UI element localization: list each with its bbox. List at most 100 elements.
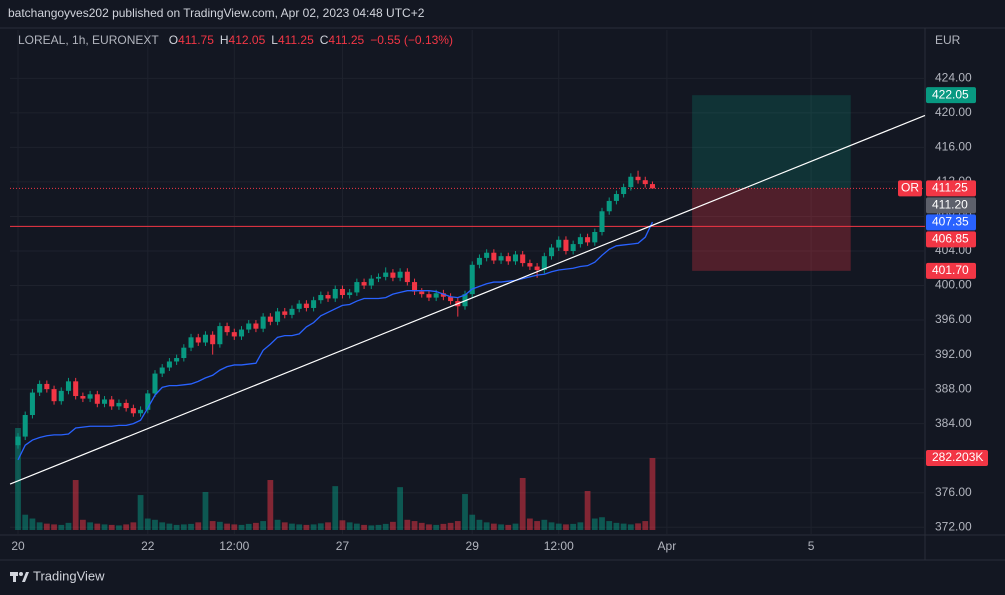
volume-bar — [498, 524, 504, 530]
candle-body — [426, 294, 432, 298]
candle-body — [253, 323, 259, 329]
volume-bar — [296, 524, 303, 530]
y-tick-label: 396.00 — [935, 312, 972, 326]
candle-body — [138, 409, 144, 414]
price-tag — [926, 87, 976, 104]
candle-body — [166, 361, 172, 368]
volume-bar — [310, 524, 317, 530]
volume-bar — [382, 523, 389, 530]
candle-body — [325, 295, 331, 299]
volume-bar — [116, 525, 122, 530]
candle-body — [592, 232, 598, 243]
candle-body — [556, 239, 562, 248]
volume-bar — [245, 523, 252, 530]
candle-body — [231, 332, 237, 337]
ohlc-letter: H — [220, 33, 229, 47]
y-tick-label: 424.00 — [935, 71, 972, 85]
candle-body — [649, 184, 655, 189]
candle-body — [80, 396, 86, 399]
candle-body — [332, 288, 338, 299]
volume-bar — [166, 523, 173, 530]
volume-bar — [404, 519, 411, 530]
candle-body — [195, 337, 201, 343]
entry-tag — [898, 180, 922, 197]
y-tick-label: 392.00 — [935, 347, 972, 361]
volume-bar — [173, 524, 180, 530]
candle-body — [275, 311, 281, 322]
candle-body — [238, 329, 245, 337]
price-tag-label: 411.25 — [932, 181, 968, 195]
volume-bar — [274, 519, 281, 530]
ohlc-value: 411.25 — [328, 33, 364, 47]
candle-body — [498, 256, 504, 261]
ohlc-value: 412.05 — [229, 33, 266, 47]
candle-body — [440, 293, 446, 297]
candle-body — [87, 394, 93, 399]
ohlc-legend: O411.75 H412.05 L411.25 C411.25 −0.55 (−0.13… — [169, 33, 453, 47]
volume-bar — [483, 522, 490, 530]
volume-bar — [519, 477, 526, 530]
y-tick-label: 376.00 — [935, 485, 972, 499]
volume-bar — [325, 522, 331, 530]
volume-bar — [332, 486, 339, 530]
volume-bar — [563, 524, 569, 530]
volume-bar — [303, 524, 310, 530]
candle-body — [181, 347, 187, 359]
candle-body — [202, 334, 208, 343]
volume-bar — [570, 523, 577, 530]
volume-bar — [476, 519, 483, 530]
candle-body — [635, 176, 641, 181]
candle-body — [354, 282, 360, 293]
volume-bar — [541, 519, 548, 530]
candle-body — [44, 383, 50, 390]
logo — [10, 572, 29, 582]
candle-body — [296, 303, 302, 309]
candle-body — [383, 272, 389, 277]
volume-bar — [635, 523, 641, 530]
candle-body — [101, 399, 108, 404]
candle-body — [448, 296, 454, 302]
candle-body — [210, 334, 216, 345]
trendline — [9, 114, 926, 485]
y-tick-label: 388.00 — [935, 381, 972, 395]
candle-body — [267, 316, 273, 322]
volume-bar — [433, 524, 440, 530]
candle-body — [628, 176, 634, 188]
volume-bar — [584, 490, 591, 530]
volume-bar — [260, 521, 267, 530]
volume-bar — [411, 521, 418, 530]
currency: EUR — [935, 33, 961, 47]
candle-body — [339, 288, 345, 296]
candle-body — [289, 308, 295, 315]
price-tag — [926, 214, 976, 231]
ohlc-value: 411.25 — [278, 33, 314, 47]
price-tag-label: 406.85 — [932, 232, 969, 246]
candle-body — [642, 180, 648, 185]
price-tag-label: 411.20 — [932, 198, 968, 212]
candle-body — [534, 266, 540, 270]
indicator-line — [17, 221, 654, 461]
volume-bar — [454, 521, 461, 530]
y-tick-label: 420.00 — [935, 105, 972, 119]
y-tick-label: 416.00 — [935, 140, 972, 154]
volume-bar — [43, 523, 50, 530]
candle-body — [397, 271, 403, 278]
candle-body — [433, 293, 439, 298]
volume-bar — [144, 518, 151, 530]
candle-body — [130, 408, 136, 414]
volume-bar — [51, 524, 57, 530]
price-tag — [926, 197, 976, 214]
candle-body — [390, 272, 396, 278]
volume-bar — [238, 524, 245, 530]
candle-body — [116, 402, 122, 407]
volume-bar — [368, 525, 375, 530]
candle-body — [246, 323, 252, 330]
candle-body — [15, 436, 21, 446]
candle-body — [152, 373, 158, 394]
candle-body — [22, 415, 28, 437]
volume-bar — [606, 521, 613, 530]
volume-bar — [80, 519, 86, 530]
volume-bar — [462, 494, 468, 530]
volume-bar — [397, 487, 404, 530]
candle-body — [94, 394, 100, 404]
